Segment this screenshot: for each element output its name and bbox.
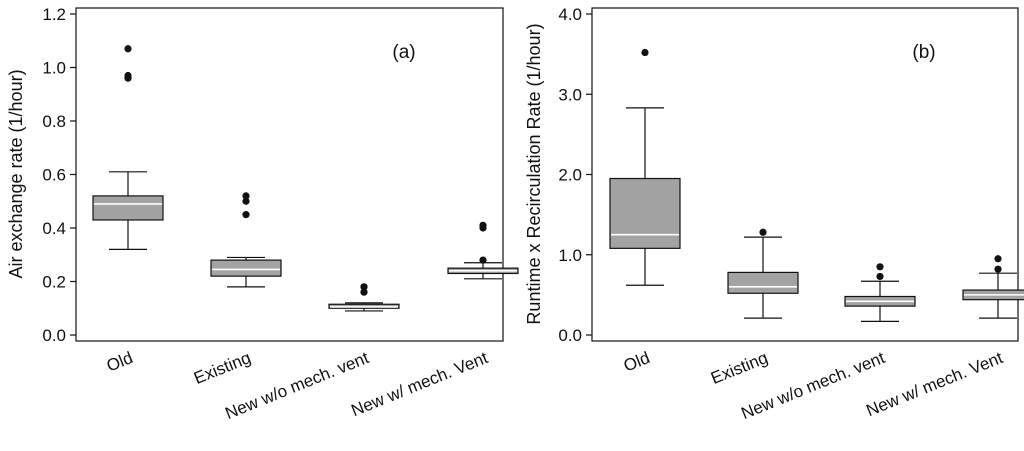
iqr-box xyxy=(92,195,164,221)
x-category-label: Existing xyxy=(191,348,253,388)
panel-b: (b) Runtime x Recirculation Rate (1/hour… xyxy=(524,5,1024,423)
y-tick-label: 0.0 xyxy=(558,326,582,345)
y-tick-label: 4.0 xyxy=(558,5,582,24)
x-category-label: Old xyxy=(621,348,653,376)
panel-label-b: (b) xyxy=(912,42,935,63)
box-group xyxy=(609,48,681,286)
box-group xyxy=(210,192,282,288)
outlier-point xyxy=(242,192,250,200)
y-axis-label-b: Runtime x Recirculation Rate (1/hour) xyxy=(524,23,544,324)
box-group xyxy=(92,45,164,250)
x-category-label: Existing xyxy=(708,348,770,388)
y-tick-label: 1.0 xyxy=(42,59,66,78)
x-category-label: New w/ mech. Vent xyxy=(863,348,1005,420)
outlier-point xyxy=(360,283,368,291)
box-group xyxy=(727,228,799,319)
box-group xyxy=(447,221,519,280)
y-tick-label: 1.0 xyxy=(558,246,582,265)
outlier-point xyxy=(876,272,884,281)
y-axis-label-a: Air exchange rate (1/hour) xyxy=(6,69,26,278)
plot-frame-a xyxy=(75,7,504,342)
outlier-point xyxy=(994,255,1002,263)
outlier-point xyxy=(242,197,250,205)
plot-frame-b xyxy=(591,7,1019,342)
iqr-box xyxy=(210,259,282,277)
outlier-point xyxy=(242,211,250,219)
panel-a: (a) Air exchange rate (1/hour) 0.0 0.2 0.4… xyxy=(6,5,519,423)
iqr-box xyxy=(609,177,681,249)
x-category-label: Old xyxy=(104,348,136,376)
iqr-box xyxy=(727,271,799,294)
outlier-point xyxy=(641,48,649,57)
box-group xyxy=(844,263,916,322)
outlier-point xyxy=(479,221,487,229)
y-tick-label: 0.6 xyxy=(42,166,66,185)
outlier-point xyxy=(479,256,487,264)
outlier-point xyxy=(876,263,884,271)
y-tick-label: 0.4 xyxy=(42,219,66,238)
panel-label-a: (a) xyxy=(392,42,415,63)
box-group xyxy=(962,255,1024,319)
outlier-point xyxy=(124,45,132,53)
x-category-label: New w/ mech. Vent xyxy=(348,348,490,420)
y-tick-label: 0.0 xyxy=(42,326,66,345)
y-tick-label: 0.2 xyxy=(42,273,66,292)
y-tick-label: 0.8 xyxy=(42,112,66,131)
box-group xyxy=(328,283,400,312)
y-tick-label: 3.0 xyxy=(558,85,582,104)
outlier-point xyxy=(360,288,368,296)
outlier-point xyxy=(124,71,132,80)
outlier-point xyxy=(994,265,1002,273)
y-tick-label: 2.0 xyxy=(558,166,582,185)
y-tick-label: 1.2 xyxy=(42,5,66,24)
outlier-point xyxy=(759,228,767,236)
